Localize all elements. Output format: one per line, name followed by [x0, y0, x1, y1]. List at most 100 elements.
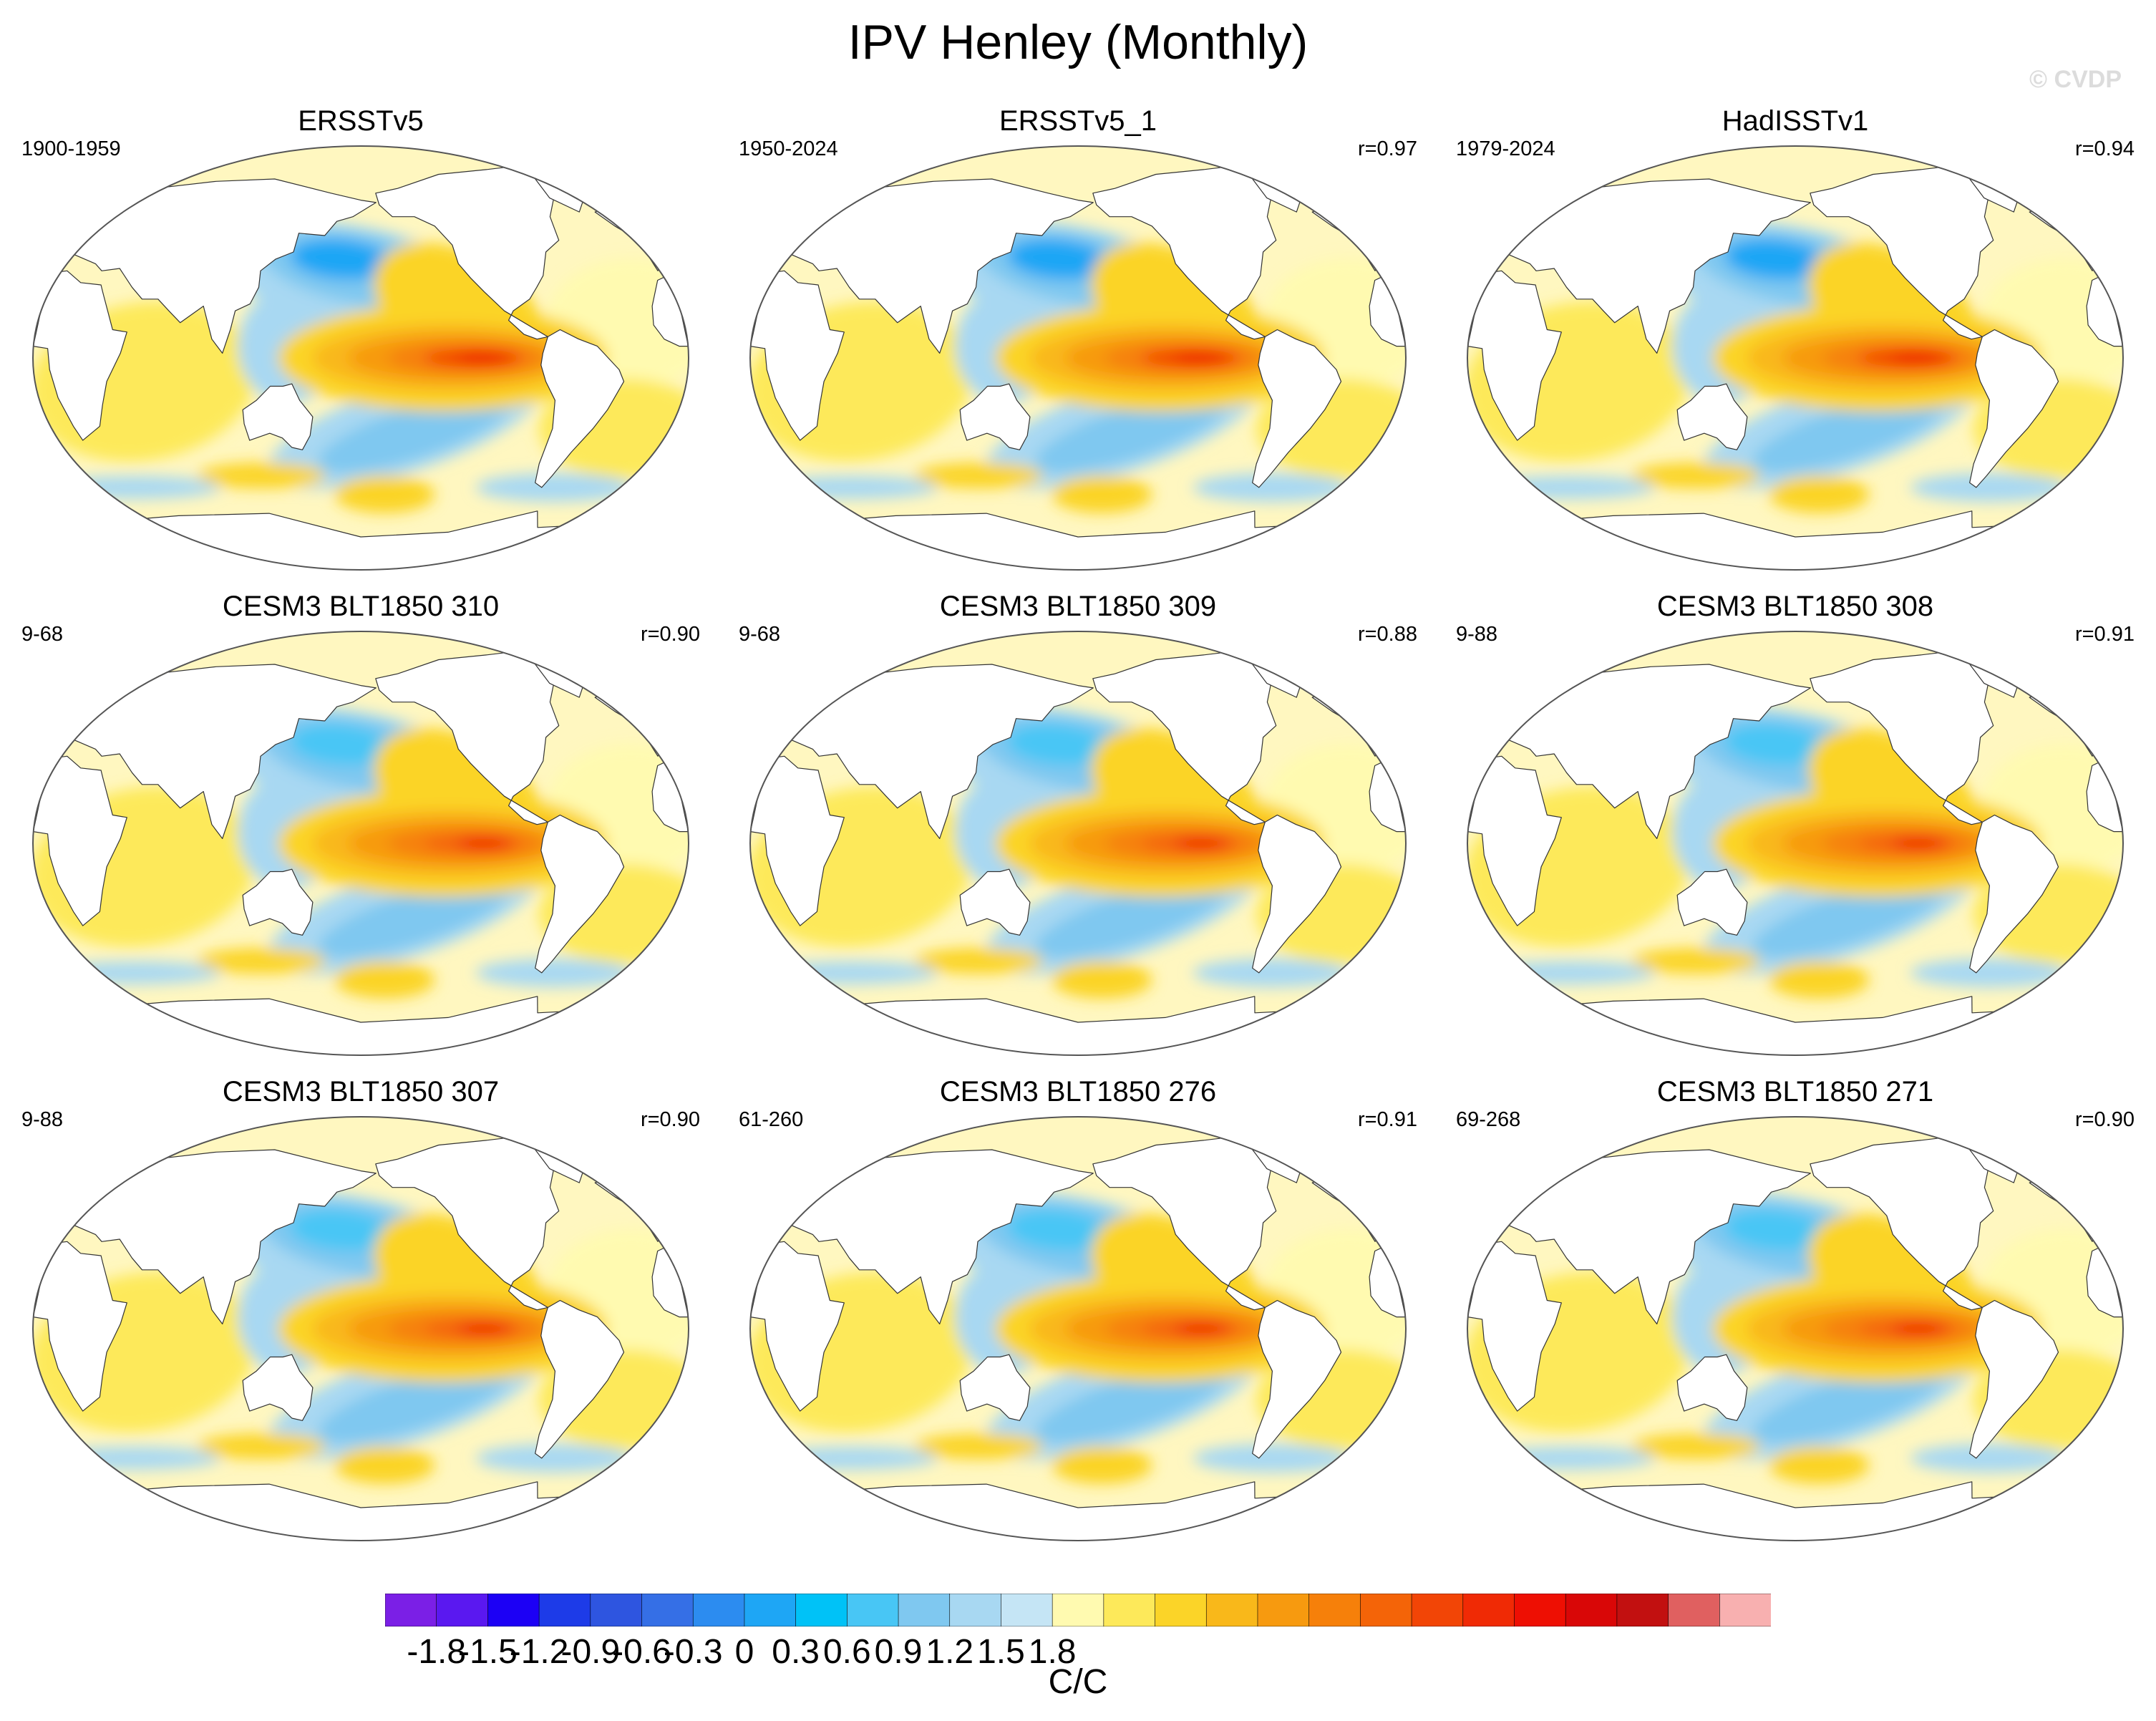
landmass	[33, 1241, 127, 1412]
colorbar-swatch	[1668, 1594, 1721, 1627]
anomaly-patch	[197, 462, 326, 489]
landmass	[1492, 1149, 1811, 1324]
landmass	[57, 664, 377, 839]
panel-period: 69-268	[1456, 1108, 1521, 1131]
colorbar-swatch	[1257, 1594, 1310, 1627]
anomaly-patch	[1892, 838, 1946, 849]
landmass	[535, 329, 625, 488]
anomaly-patch	[49, 475, 220, 499]
anomaly-patch	[197, 1433, 326, 1460]
map-ersstv5	[32, 145, 689, 571]
anomaly-patch	[766, 1446, 938, 1470]
anomaly-patch	[1910, 1443, 2068, 1473]
colorbar-tick-labels: -1.8 -1.5 -1.2 -0.9 -0.6 -0.3 0 0.3 0.6 …	[0, 1632, 2156, 1675]
anomaly-patch	[317, 394, 510, 473]
anomaly-patch	[1052, 1446, 1152, 1484]
colorbar-swatch	[692, 1594, 745, 1627]
map-panel-ersstv5: ERSSTv5 1900-1959	[10, 100, 712, 580]
landmass	[242, 1354, 314, 1421]
anomaly-patch	[1007, 724, 1108, 765]
map-panel-ersstv5-1: ERSSTv5_1 1950-2024 r=0.97	[727, 100, 1429, 580]
landmass	[1676, 1354, 1748, 1421]
panel-correlation: r=0.91	[1357, 1108, 1417, 1131]
landmass	[1676, 868, 1748, 936]
map-panel-cesm3-309: CESM3 BLT1850 309 9-68 r=0.88	[727, 586, 1429, 1065]
anomaly-patch	[1193, 1443, 1351, 1473]
panel-title: CESM3 BLT1850 276	[939, 1076, 1217, 1107]
panel-correlation: r=0.97	[1357, 137, 1417, 160]
landmass	[959, 1354, 1031, 1421]
landmass	[1676, 383, 1748, 450]
landmass	[1492, 178, 1811, 354]
colorbar-swatch	[538, 1594, 591, 1627]
anomaly-patch	[1175, 352, 1229, 364]
anomaly-patch	[1910, 958, 2068, 987]
colorbar-tick-label: 1.2	[926, 1633, 974, 1671]
panel-title: CESM3 BLT1850 310	[222, 591, 500, 622]
landmass	[1252, 1299, 1342, 1459]
anomaly-patch	[1752, 1364, 1944, 1444]
landmass	[242, 383, 314, 450]
anomaly-patch	[1034, 394, 1227, 473]
anomaly-patch	[1193, 958, 1351, 987]
colorbar-tick-label: -0.3	[663, 1633, 723, 1671]
map-border	[32, 145, 689, 571]
anomaly-patch	[290, 724, 391, 765]
colorbar-swatch	[1411, 1594, 1464, 1627]
anomaly-patch	[1769, 475, 1870, 513]
colorbar-swatch	[847, 1594, 899, 1627]
colorbar-tick-label: 0.6	[822, 1633, 871, 1671]
anomaly-patch	[317, 879, 510, 959]
anomaly-patch	[1175, 1323, 1229, 1334]
panel-correlation: r=0.90	[2074, 1108, 2135, 1131]
landmass	[33, 755, 127, 926]
map-border	[1467, 145, 2124, 571]
landmass	[535, 814, 625, 974]
anomaly-patch	[1724, 1209, 1825, 1251]
figure-title: IPV Henley (Monthly)	[848, 15, 1308, 69]
landmass	[535, 1299, 625, 1459]
anomaly-patch	[1483, 961, 1655, 984]
landmass	[1252, 814, 1342, 974]
anomaly-patch	[1175, 838, 1229, 849]
anomaly-patch	[290, 1209, 391, 1251]
cvdp-credit: © CVDP	[2029, 66, 2122, 93]
anomaly-patch	[1724, 724, 1825, 765]
map-border	[1467, 1116, 2124, 1541]
landmass	[1969, 1299, 2059, 1459]
anomaly-patch	[1007, 238, 1108, 280]
anomaly-patch	[1007, 1209, 1108, 1251]
panel-period: 9-68	[21, 623, 64, 646]
colorbar-swatch	[590, 1594, 643, 1627]
anomaly-patch	[317, 1364, 510, 1444]
panel-period: 9-88	[21, 1108, 64, 1131]
panel-title: CESM3 BLT1850 309	[939, 591, 1217, 622]
landmass	[1252, 329, 1342, 488]
anomaly-patch	[766, 475, 938, 499]
colorbar-tick-label: 1.5	[977, 1633, 1025, 1671]
landmass	[774, 178, 1094, 354]
anomaly-patch	[914, 462, 1044, 489]
panel-correlation: r=0.88	[1357, 623, 1417, 646]
landmass	[2086, 273, 2123, 347]
map-cesm3-309	[749, 631, 1407, 1056]
map-panel-cesm3-276: CESM3 BLT1850 276 61-260 r=0.91	[727, 1071, 1429, 1551]
anomaly-patch	[1193, 472, 1351, 502]
anomaly-patch	[1034, 879, 1227, 959]
anomaly-patch	[49, 961, 220, 984]
anomaly-patch	[1052, 475, 1152, 513]
map-border	[32, 631, 689, 1056]
panel-period: 9-68	[739, 623, 781, 646]
map-cesm3-307	[32, 1116, 689, 1541]
landmass	[242, 868, 314, 936]
anomaly-patch	[475, 1443, 633, 1473]
anomaly-patch	[1034, 1364, 1227, 1444]
panel-period: 1950-2024	[739, 137, 838, 160]
panel-period: 1979-2024	[1456, 137, 1555, 160]
colorbar-tick-label: 0	[734, 1633, 754, 1671]
landmass	[774, 1149, 1094, 1324]
landmass	[2086, 1244, 2123, 1318]
panel-correlation: r=0.91	[2074, 623, 2135, 646]
colorbar-swatch	[1205, 1594, 1258, 1627]
anomaly-patch	[475, 958, 633, 987]
